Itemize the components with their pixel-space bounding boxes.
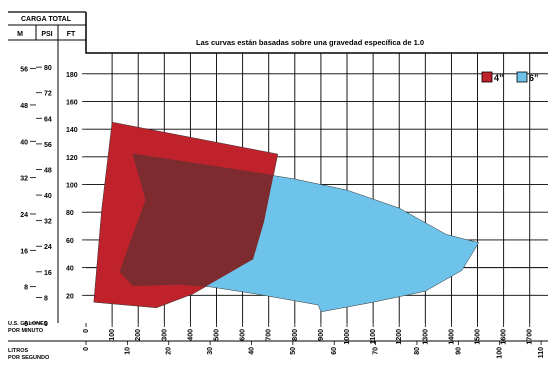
x-axis-title-lps: LITROS POR SEGUNDO: [8, 348, 50, 361]
tick-label-lps: 70: [373, 347, 380, 355]
tick-label-ft: 140: [66, 127, 78, 134]
legend-swatch-6in: [516, 71, 528, 83]
legend-swatch-4in: [481, 71, 493, 83]
legend-label-4in: 4”: [494, 73, 504, 83]
tick-label-gpm: 900: [318, 329, 325, 341]
header-col-m: M: [17, 31, 23, 38]
tick-label-psi: 24: [44, 244, 52, 251]
tick-label-gpm: 0: [83, 329, 90, 333]
tick-label-lps: 60: [331, 347, 338, 355]
tick-label-gpm: 800: [292, 329, 299, 341]
tick-label-m: 8: [24, 285, 28, 292]
axes: 0 100 200 300 400 500 600 700 800 900 1000 1100 1200…: [20, 65, 545, 359]
tick-label-m: 24: [20, 212, 28, 219]
tick-label-ft: 100: [66, 183, 78, 190]
tick-label-m: 40: [20, 139, 28, 146]
chart-title: Las curvas están basadas sobre una grave…: [196, 38, 424, 47]
tick-label-ft: 180: [66, 72, 78, 79]
tick-label-psi: 32: [44, 219, 52, 226]
tick-label-lps: 100: [497, 347, 504, 359]
tick-label-m: 0: [24, 321, 28, 328]
tick-label-gpm: 600: [240, 329, 247, 341]
tick-label-gpm: 1000: [344, 329, 351, 345]
tick-label-ft: 40: [66, 266, 74, 273]
tick-label-ft: 20: [66, 293, 74, 300]
tick-label-gpm: 400: [187, 329, 194, 341]
plot-frame: [85, 12, 548, 54]
tick-label-psi: 80: [44, 65, 52, 72]
tick-label-ft: 120: [66, 155, 78, 162]
tick-label-lps: 20: [166, 347, 173, 355]
area-layer: [93, 121, 480, 313]
tick-label-m: 56: [20, 67, 28, 74]
tick-label-m: 16: [20, 248, 28, 255]
tick-label-psi: 16: [44, 270, 52, 277]
tick-label-gpm: 1100: [370, 329, 377, 344]
tick-label-m: 32: [20, 176, 28, 183]
header-table: CARGA TOTAL M PSI FT: [8, 11, 86, 323]
tick-label-lps: 40: [248, 347, 255, 355]
tick-label-gpm: 1500: [475, 329, 482, 345]
tick-label-lps: 80: [414, 347, 421, 355]
tick-label-psi: 72: [44, 91, 52, 98]
tick-label-psi: 56: [44, 142, 52, 149]
area-overlap: [119, 154, 278, 308]
tick-label-gpm: 500: [214, 329, 221, 341]
x-axis-title-gpm-line2: POR MINUTO: [8, 328, 44, 334]
tick-label-lps: 90: [455, 347, 462, 355]
tick-label-lps: 10: [124, 347, 131, 355]
x-axis-title-lps-line2: POR SEGUNDO: [8, 355, 50, 361]
tick-label-gpm: 1700: [527, 329, 534, 345]
x-axis-title-lps-line1: LITROS: [8, 348, 28, 354]
tick-label-gpm: 1400: [448, 329, 455, 345]
x-axis-title-gpm: U.S. GALONES POR MINUTO: [8, 321, 49, 334]
legend: 4” 6”: [481, 71, 539, 83]
tick-label-gpm: 1200: [396, 329, 403, 345]
tick-label-psi: 48: [44, 167, 52, 174]
tick-label-ft: 160: [66, 99, 78, 106]
header-col-psi: PSI: [41, 31, 52, 38]
tick-label-gpm: 1300: [422, 329, 429, 345]
tick-label-gpm: 700: [266, 329, 273, 341]
tick-label-lps: 110: [538, 347, 545, 358]
tick-label-lps: 0: [83, 347, 90, 351]
tick-label-ft: 60: [66, 238, 74, 245]
tick-label-psi: 8: [44, 295, 48, 302]
legend-label-6in: 6”: [529, 73, 539, 83]
tick-label-lps: 50: [290, 347, 297, 355]
header-carga-total: CARGA TOTAL: [21, 16, 72, 23]
tick-label-gpm: 300: [161, 329, 168, 341]
header-col-ft: FT: [67, 31, 76, 38]
tick-label-psi: 40: [44, 193, 52, 200]
tick-label-lps: 30: [207, 347, 214, 355]
tick-label-psi: 64: [44, 116, 52, 123]
tick-label-gpm: 200: [135, 329, 142, 341]
tick-label-gpm: 100: [109, 329, 116, 341]
tick-label-gpm: 1600: [501, 329, 508, 345]
tick-label-psi: 0: [44, 321, 48, 328]
tick-label-m: 48: [20, 103, 28, 110]
tick-label-ft: 80: [66, 210, 74, 217]
x-axis-title-gpm-line1: U.S. GALONES: [8, 321, 48, 327]
